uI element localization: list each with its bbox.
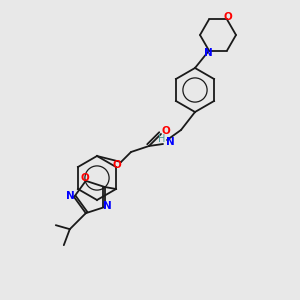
- Text: O: O: [224, 12, 232, 22]
- Text: O: O: [162, 126, 170, 136]
- Text: N: N: [66, 191, 74, 201]
- Text: O: O: [112, 160, 122, 170]
- Text: H: H: [158, 134, 166, 144]
- Text: N: N: [103, 201, 112, 211]
- Text: O: O: [80, 173, 89, 183]
- Text: N: N: [204, 48, 212, 58]
- Text: N: N: [166, 137, 174, 147]
